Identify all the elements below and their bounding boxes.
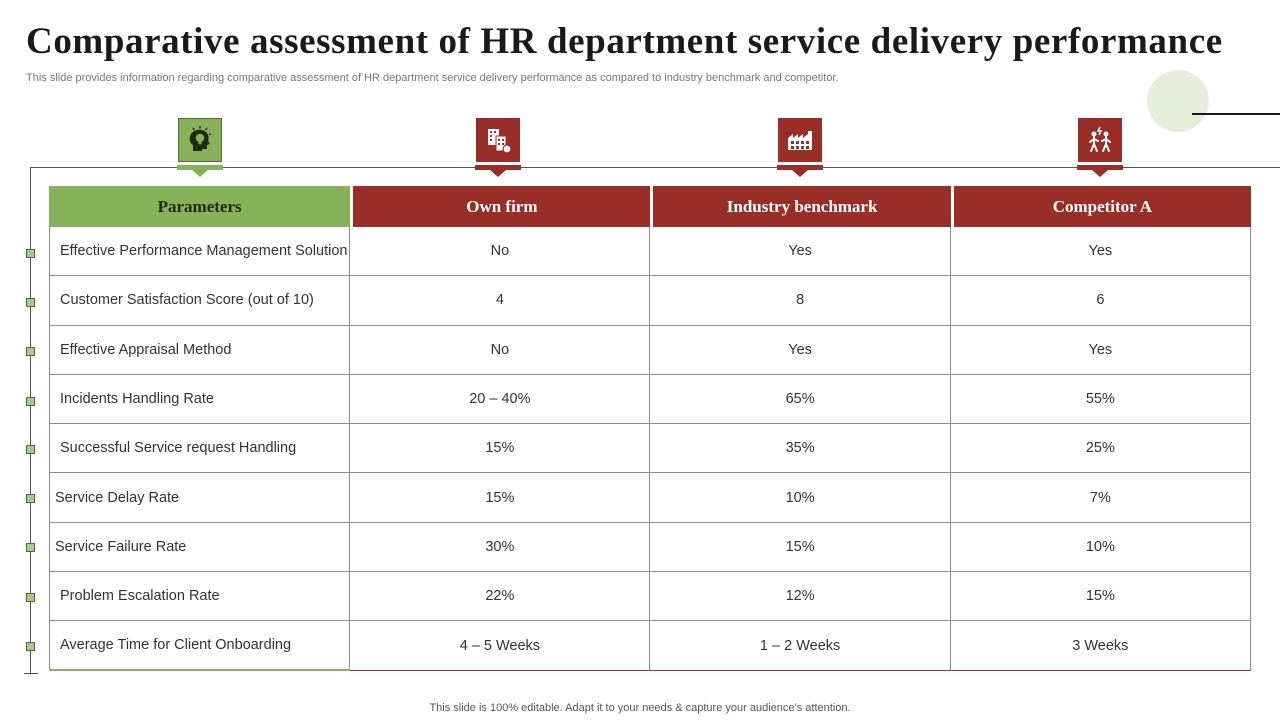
timeline-top-line bbox=[30, 167, 1280, 168]
competitor-cell: 25% bbox=[950, 424, 1251, 474]
own-firm-cell: 20 – 40% bbox=[350, 374, 651, 425]
icon-base bbox=[177, 165, 223, 170]
timeline-bottom-tick bbox=[24, 673, 38, 674]
competitor-cell: 7% bbox=[950, 473, 1251, 523]
parameter-cell: Service Failure Rate bbox=[49, 522, 351, 573]
competitor-cell: 55% bbox=[950, 374, 1251, 425]
industry-benchmark-cell: Yes bbox=[650, 325, 951, 375]
decorative-circle bbox=[1147, 70, 1209, 132]
competitor-cell: 15% bbox=[950, 572, 1251, 622]
office-building-icon bbox=[476, 118, 520, 162]
icon-base bbox=[1077, 165, 1123, 170]
row-marker bbox=[26, 397, 35, 406]
row-marker bbox=[26, 445, 35, 454]
factory-icon bbox=[778, 118, 822, 162]
icon-pointer bbox=[490, 170, 506, 177]
table-row: Service Failure Rate 30% 15% 10% bbox=[49, 522, 1251, 573]
parameter-cell: Problem Escalation Rate bbox=[49, 572, 351, 622]
row-marker bbox=[26, 543, 35, 552]
parameter-cell: Service Delay Rate bbox=[49, 473, 351, 523]
industry-benchmark-cell: 1 – 2 Weeks bbox=[650, 621, 951, 671]
parameter-cell: Effective Appraisal Method bbox=[49, 325, 351, 375]
parameter-cell: Average Time for Client Onboarding bbox=[49, 621, 351, 671]
head-lightbulb-icon bbox=[178, 118, 222, 162]
icon-base bbox=[475, 165, 521, 170]
parameter-cell: Successful Service request Handling bbox=[49, 424, 351, 474]
timeline-left-line bbox=[30, 167, 31, 674]
own-firm-cell: 15% bbox=[350, 424, 651, 474]
competitor-cell: Yes bbox=[950, 227, 1251, 277]
row-marker bbox=[26, 494, 35, 503]
header-industry-benchmark: Industry benchmark bbox=[650, 186, 951, 227]
page-subtitle: This slide provides information regardin… bbox=[26, 72, 839, 84]
icon-base bbox=[777, 165, 823, 170]
table-header-row: Parameters Own firm Industry benchmark C… bbox=[49, 186, 1251, 227]
table-row: Customer Satisfaction Score (out of 10) … bbox=[49, 276, 1251, 326]
header-own-firm: Own firm bbox=[350, 186, 651, 227]
table-row: Incidents Handling Rate 20 – 40% 65% 55% bbox=[49, 374, 1251, 425]
table-row: Effective Appraisal Method No Yes Yes bbox=[49, 325, 1251, 375]
icon-pointer bbox=[792, 170, 808, 177]
industry-benchmark-cell: 35% bbox=[650, 424, 951, 474]
header-parameters: Parameters bbox=[49, 186, 351, 227]
header-competitor: Competitor A bbox=[950, 186, 1251, 227]
row-marker bbox=[26, 593, 35, 602]
industry-benchmark-cell: 10% bbox=[650, 473, 951, 523]
parameter-cell: Effective Performance Management Solutio… bbox=[49, 227, 351, 277]
row-marker bbox=[26, 347, 35, 356]
row-marker bbox=[26, 298, 35, 307]
own-firm-cell: 22% bbox=[350, 572, 651, 622]
own-firm-cell: 15% bbox=[350, 473, 651, 523]
competitor-people-icon bbox=[1078, 118, 1122, 162]
own-firm-cell: 4 – 5 Weeks bbox=[350, 621, 651, 671]
row-marker bbox=[26, 642, 35, 651]
industry-benchmark-cell: 12% bbox=[650, 572, 951, 622]
table-row: Effective Performance Management Solutio… bbox=[49, 227, 1251, 277]
page-title: Comparative assessment of HR department … bbox=[26, 21, 1223, 62]
competitor-cell: 3 Weeks bbox=[950, 621, 1251, 671]
industry-benchmark-cell: 65% bbox=[650, 374, 951, 425]
table-row: Average Time for Client Onboarding 4 – 5… bbox=[49, 621, 1251, 671]
table-row: Problem Escalation Rate 22% 12% 15% bbox=[49, 572, 1251, 622]
competitor-cell: 10% bbox=[950, 522, 1251, 573]
competitor-cell: Yes bbox=[950, 325, 1251, 375]
footer-note: This slide is 100% editable. Adapt it to… bbox=[429, 702, 851, 714]
table-row: Successful Service request Handling 15% … bbox=[49, 424, 1251, 474]
comparison-table: Parameters Own firm Industry benchmark C… bbox=[49, 186, 1251, 671]
table-row: Service Delay Rate 15% 10% 7% bbox=[49, 473, 1251, 523]
own-firm-cell: No bbox=[350, 325, 651, 375]
own-firm-cell: No bbox=[350, 227, 651, 277]
industry-benchmark-cell: Yes bbox=[650, 227, 951, 277]
industry-benchmark-cell: 8 bbox=[650, 276, 951, 326]
decorative-line bbox=[1192, 113, 1280, 115]
icon-pointer bbox=[1092, 170, 1108, 177]
own-firm-cell: 30% bbox=[350, 522, 651, 573]
competitor-cell: 6 bbox=[950, 276, 1251, 326]
industry-benchmark-cell: 15% bbox=[650, 522, 951, 573]
icon-pointer bbox=[192, 170, 208, 177]
parameter-cell: Incidents Handling Rate bbox=[49, 374, 351, 425]
own-firm-cell: 4 bbox=[350, 276, 651, 326]
row-marker bbox=[26, 249, 35, 258]
parameter-cell: Customer Satisfaction Score (out of 10) bbox=[49, 276, 351, 326]
